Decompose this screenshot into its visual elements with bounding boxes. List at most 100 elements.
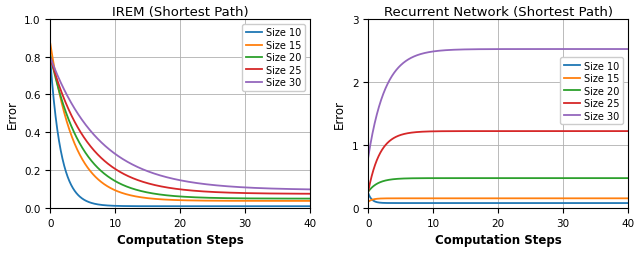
Size 20	[92, 165, 100, 168]
Size 25	[47, 57, 54, 60]
Size 15	[92, 177, 100, 180]
Y-axis label: Error: Error	[6, 100, 19, 129]
Size 25	[164, 186, 172, 189]
Size 15	[482, 197, 490, 200]
Size 20	[200, 196, 207, 199]
Size 25	[92, 152, 100, 155]
Size 30	[200, 183, 207, 186]
Line: Size 10: Size 10	[51, 61, 310, 207]
Size 25	[560, 130, 568, 133]
Size 30	[482, 49, 490, 52]
Size 15	[113, 190, 121, 193]
Size 30	[92, 136, 100, 139]
Size 15	[520, 197, 527, 200]
Size 20	[164, 194, 172, 197]
Size 30	[431, 51, 439, 54]
Size 10	[538, 202, 546, 205]
Size 20	[431, 177, 439, 180]
Size 30	[624, 48, 632, 51]
Size 10	[431, 202, 439, 205]
Size 10	[164, 205, 172, 208]
Size 30	[517, 48, 525, 51]
Size 25	[200, 190, 207, 193]
Size 25	[538, 130, 545, 133]
Size 10	[364, 192, 372, 195]
Size 15	[538, 197, 546, 200]
Size 20	[482, 177, 490, 180]
Size 10	[220, 205, 228, 208]
Size 10	[242, 205, 250, 208]
Size 30	[538, 48, 545, 51]
Size 20	[410, 177, 418, 180]
Size 25	[517, 130, 525, 133]
Size 20	[364, 190, 372, 194]
Size 20	[220, 197, 228, 200]
Size 25	[113, 169, 121, 172]
Size 15	[517, 197, 525, 200]
Line: Size 30: Size 30	[51, 58, 310, 190]
Size 15	[47, 43, 54, 46]
Line: Size 10: Size 10	[368, 193, 628, 203]
Line: Size 15: Size 15	[51, 44, 310, 201]
Size 25	[306, 193, 314, 196]
Size 10	[92, 203, 100, 206]
Legend: Size 10, Size 15, Size 20, Size 25, Size 30: Size 10, Size 15, Size 20, Size 25, Size…	[560, 58, 623, 125]
Size 25	[624, 130, 632, 133]
Title: Recurrent Network (Shortest Path): Recurrent Network (Shortest Path)	[383, 6, 612, 19]
Size 10	[500, 202, 508, 205]
Size 15	[364, 200, 372, 203]
Size 30	[47, 57, 54, 60]
Size 20	[306, 197, 314, 200]
Size 15	[431, 197, 439, 200]
Size 10	[624, 202, 632, 205]
Size 20	[560, 177, 568, 180]
Size 30	[164, 176, 172, 179]
Size 30	[560, 48, 568, 51]
Size 25	[220, 191, 228, 194]
Size 10	[113, 204, 121, 208]
Size 20	[538, 177, 545, 180]
Size 15	[624, 197, 632, 200]
Size 15	[242, 200, 250, 203]
Size 15	[560, 197, 568, 200]
Size 15	[164, 198, 172, 201]
Size 30	[410, 56, 418, 59]
Size 10	[410, 202, 418, 205]
Size 15	[306, 200, 314, 203]
Size 20	[517, 177, 525, 180]
Size 10	[200, 205, 207, 208]
Legend: Size 10, Size 15, Size 20, Size 25, Size 30: Size 10, Size 15, Size 20, Size 25, Size…	[243, 24, 305, 92]
Size 25	[242, 192, 250, 195]
Size 25	[364, 190, 372, 194]
X-axis label: Computation Steps: Computation Steps	[117, 233, 244, 246]
Size 25	[410, 131, 418, 134]
Size 10	[518, 202, 525, 205]
Size 25	[431, 130, 439, 133]
Size 10	[560, 202, 568, 205]
Size 15	[220, 199, 228, 202]
Line: Size 25: Size 25	[368, 132, 628, 192]
Line: Size 25: Size 25	[51, 58, 310, 194]
Line: Size 20: Size 20	[368, 178, 628, 192]
Size 20	[47, 55, 54, 58]
Line: Size 15: Size 15	[368, 199, 628, 202]
Size 10	[47, 60, 54, 63]
Size 30	[364, 156, 372, 160]
Title: IREM (Shortest Path): IREM (Shortest Path)	[112, 6, 248, 19]
Y-axis label: Error: Error	[333, 100, 346, 129]
Size 20	[624, 177, 632, 180]
Size 30	[113, 154, 121, 157]
Line: Size 20: Size 20	[51, 56, 310, 199]
Size 30	[220, 185, 228, 188]
Size 15	[410, 197, 418, 200]
Size 30	[306, 188, 314, 191]
Size 15	[200, 199, 207, 202]
X-axis label: Computation Steps: Computation Steps	[435, 233, 561, 246]
Size 25	[482, 130, 490, 133]
Size 30	[242, 186, 250, 189]
Size 10	[482, 202, 490, 205]
Line: Size 30: Size 30	[368, 50, 628, 158]
Size 20	[242, 197, 250, 200]
Size 10	[306, 205, 314, 208]
Size 20	[113, 181, 121, 184]
